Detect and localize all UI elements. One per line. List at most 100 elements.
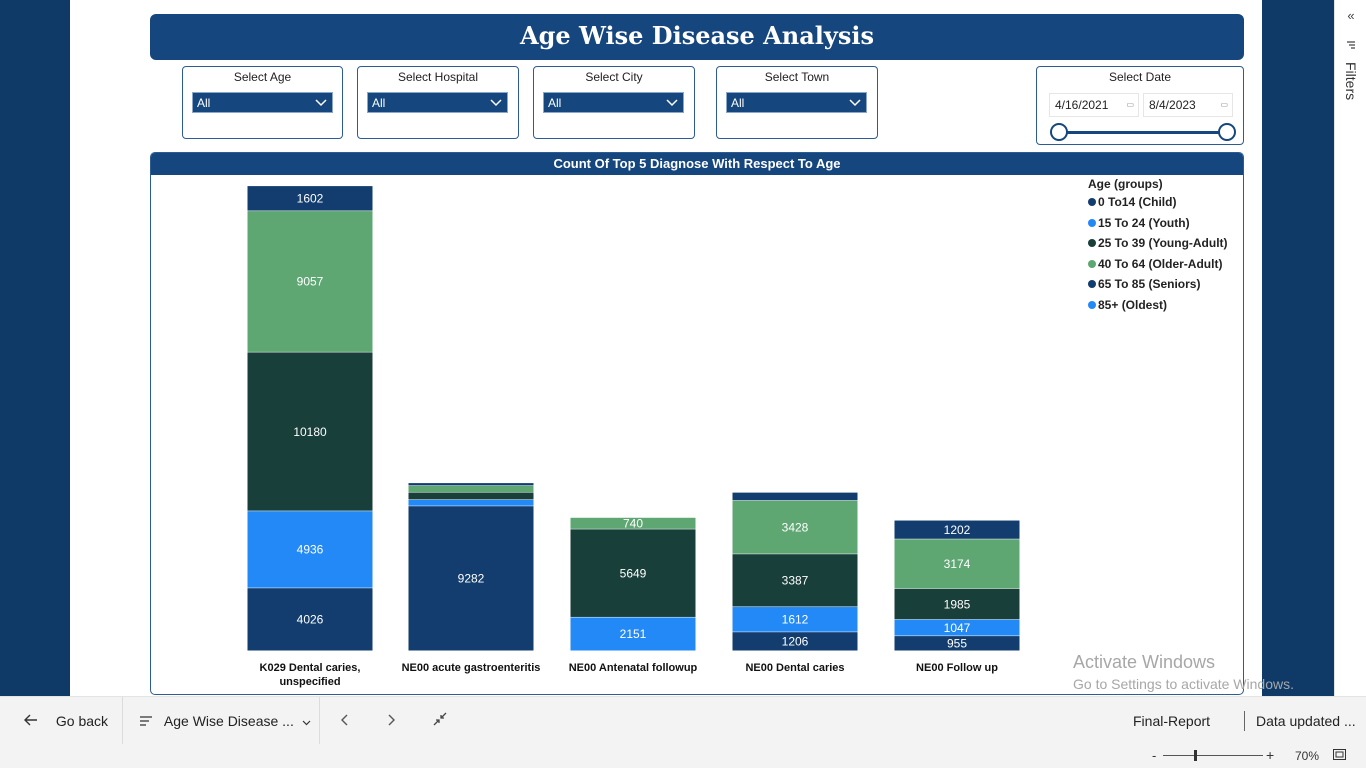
- hospital-dropdown-value: All: [372, 96, 386, 110]
- data-label: 4026: [297, 613, 324, 627]
- bar-segment[interactable]: [570, 529, 696, 617]
- bar-segment[interactable]: [408, 499, 534, 506]
- legend-marker: [1088, 218, 1096, 227]
- age-dropdown-value: All: [197, 96, 211, 110]
- prev-page-icon[interactable]: [340, 697, 348, 745]
- date-range-end-handle[interactable]: [1218, 123, 1236, 141]
- go-back-label: Go back: [55, 713, 109, 729]
- bar-segment[interactable]: [247, 352, 373, 511]
- data-label: 3428: [782, 520, 809, 534]
- legend-item[interactable]: 25 To 39 (Young-Adult): [1088, 236, 1228, 257]
- legend-item[interactable]: 0 To14 (Child): [1088, 195, 1228, 216]
- start-date-value: 4/16/2021: [1055, 98, 1109, 112]
- bar-segment[interactable]: [247, 511, 373, 588]
- bar-segment[interactable]: [570, 617, 696, 651]
- city-dropdown[interactable]: All: [543, 92, 684, 113]
- bar-segment[interactable]: [894, 520, 1020, 539]
- data-label: 1202: [944, 523, 971, 537]
- separator: [122, 697, 123, 745]
- page-title: Age Wise Disease Analysis: [150, 14, 1244, 60]
- data-label: 1602: [297, 192, 324, 206]
- date-range-start-handle[interactable]: [1050, 123, 1068, 141]
- zoom-in-button[interactable]: +: [1266, 747, 1275, 763]
- bar-segment[interactable]: [408, 483, 534, 486]
- calendar-icon[interactable]: ▭: [1126, 100, 1134, 109]
- separator: [1244, 711, 1245, 731]
- category-label: unspecified: [279, 676, 340, 688]
- left-background: [0, 0, 70, 696]
- city-slicer: Select City All: [533, 66, 695, 139]
- bar-segment[interactable]: [408, 506, 534, 651]
- zoom-slider-track[interactable]: [1163, 755, 1263, 756]
- filters-pane[interactable]: « Filters: [1334, 0, 1366, 696]
- category-label: NE00 Antenatal followup: [569, 662, 698, 674]
- legend-label: 15 To 24 (Youth): [1098, 215, 1190, 230]
- filters-label[interactable]: Filters: [1343, 62, 1359, 101]
- bar-segment[interactable]: [408, 485, 534, 492]
- bar-segment[interactable]: [732, 554, 858, 607]
- bar-segment[interactable]: [894, 588, 1020, 620]
- bar-segment[interactable]: [570, 517, 696, 529]
- data-label: 9282: [458, 572, 485, 586]
- date-slicer-label: Select Date: [1108, 70, 1172, 84]
- fit-page-icon[interactable]: [1333, 749, 1346, 763]
- watermark-line2: Go to Settings to activate Windows.: [1073, 676, 1294, 692]
- diagnose-chart-panel: Count Of Top 5 Diagnose With Respect To …: [150, 152, 1244, 695]
- data-updated[interactable]: Data updated ...: [1256, 713, 1356, 729]
- legend-item[interactable]: 40 To 64 (Older-Adult): [1088, 257, 1228, 278]
- age-slicer: Select Age All: [182, 66, 343, 139]
- bar-segment[interactable]: [894, 539, 1020, 589]
- bar-segment[interactable]: [247, 211, 373, 352]
- bar-segment[interactable]: [732, 607, 858, 632]
- bar-segment[interactable]: [247, 588, 373, 651]
- pages-list-icon: [140, 713, 152, 729]
- legend-label: 0 To14 (Child): [1098, 195, 1177, 209]
- data-label: 1612: [782, 613, 809, 627]
- next-page-icon[interactable]: [388, 697, 396, 745]
- bar-segment[interactable]: [732, 492, 858, 501]
- bar-segment[interactable]: [894, 619, 1020, 636]
- zoom-slider-handle[interactable]: [1194, 750, 1197, 761]
- chart-legend: Age (groups) 0 To14 (Child) 15 To 24 (You…: [1088, 177, 1228, 319]
- legend-item[interactable]: 15 To 24 (Youth): [1088, 216, 1228, 237]
- end-date-value: 8/4/2023: [1149, 98, 1196, 112]
- activate-windows-watermark: Activate Windows Go to Settings to activ…: [1073, 652, 1294, 692]
- age-slicer-label: Select Age: [233, 70, 292, 84]
- bar-segment[interactable]: [894, 636, 1020, 651]
- legend-label: 40 To 64 (Older-Adult): [1098, 256, 1223, 271]
- data-label: 740: [623, 517, 643, 531]
- end-date-input[interactable]: 8/4/2023 ▭: [1143, 93, 1233, 117]
- data-label: 1985: [944, 597, 971, 611]
- data-label: 955: [947, 637, 967, 651]
- page-selector[interactable]: Age Wise Disease ...: [140, 697, 311, 745]
- legend-item[interactable]: 65 To 85 (Seniors): [1088, 277, 1228, 298]
- exit-focus-icon[interactable]: [433, 697, 447, 745]
- data-label: 1047: [944, 621, 971, 635]
- legend-marker: [1088, 280, 1096, 289]
- bar-segment[interactable]: [247, 186, 373, 211]
- bar-segment[interactable]: [408, 492, 534, 500]
- town-dropdown[interactable]: All: [726, 92, 867, 113]
- legend-title: Age (groups): [1088, 177, 1163, 191]
- age-dropdown[interactable]: All: [192, 92, 333, 113]
- data-label: 2151: [620, 627, 647, 641]
- bar-segment[interactable]: [732, 632, 858, 651]
- collapse-icon[interactable]: «: [1347, 8, 1355, 23]
- date-range-track[interactable]: [1059, 131, 1227, 134]
- back-arrow-icon: [24, 713, 38, 729]
- bottom-navigation-bar: Go back Age Wise Disease ... Final-Repor…: [0, 696, 1366, 745]
- legend-marker: [1088, 239, 1096, 248]
- chart-title: Count Of Top 5 Diagnose With Respect To …: [151, 153, 1243, 175]
- data-label: 3174: [944, 557, 971, 571]
- legend-item[interactable]: 85+ (Oldest): [1088, 298, 1228, 319]
- hospital-dropdown[interactable]: All: [367, 92, 508, 113]
- chevron-down-icon: [315, 93, 327, 115]
- town-slicer: Select Town All: [716, 66, 878, 139]
- zoom-level: 70%: [1295, 749, 1320, 763]
- start-date-input[interactable]: 4/16/2021 ▭: [1049, 93, 1139, 117]
- chevron-down-icon: [302, 713, 311, 729]
- calendar-icon[interactable]: ▭: [1220, 100, 1228, 109]
- zoom-out-button[interactable]: -: [1152, 748, 1157, 763]
- bar-segment[interactable]: [732, 500, 858, 554]
- go-back-button[interactable]: Go back: [24, 697, 108, 745]
